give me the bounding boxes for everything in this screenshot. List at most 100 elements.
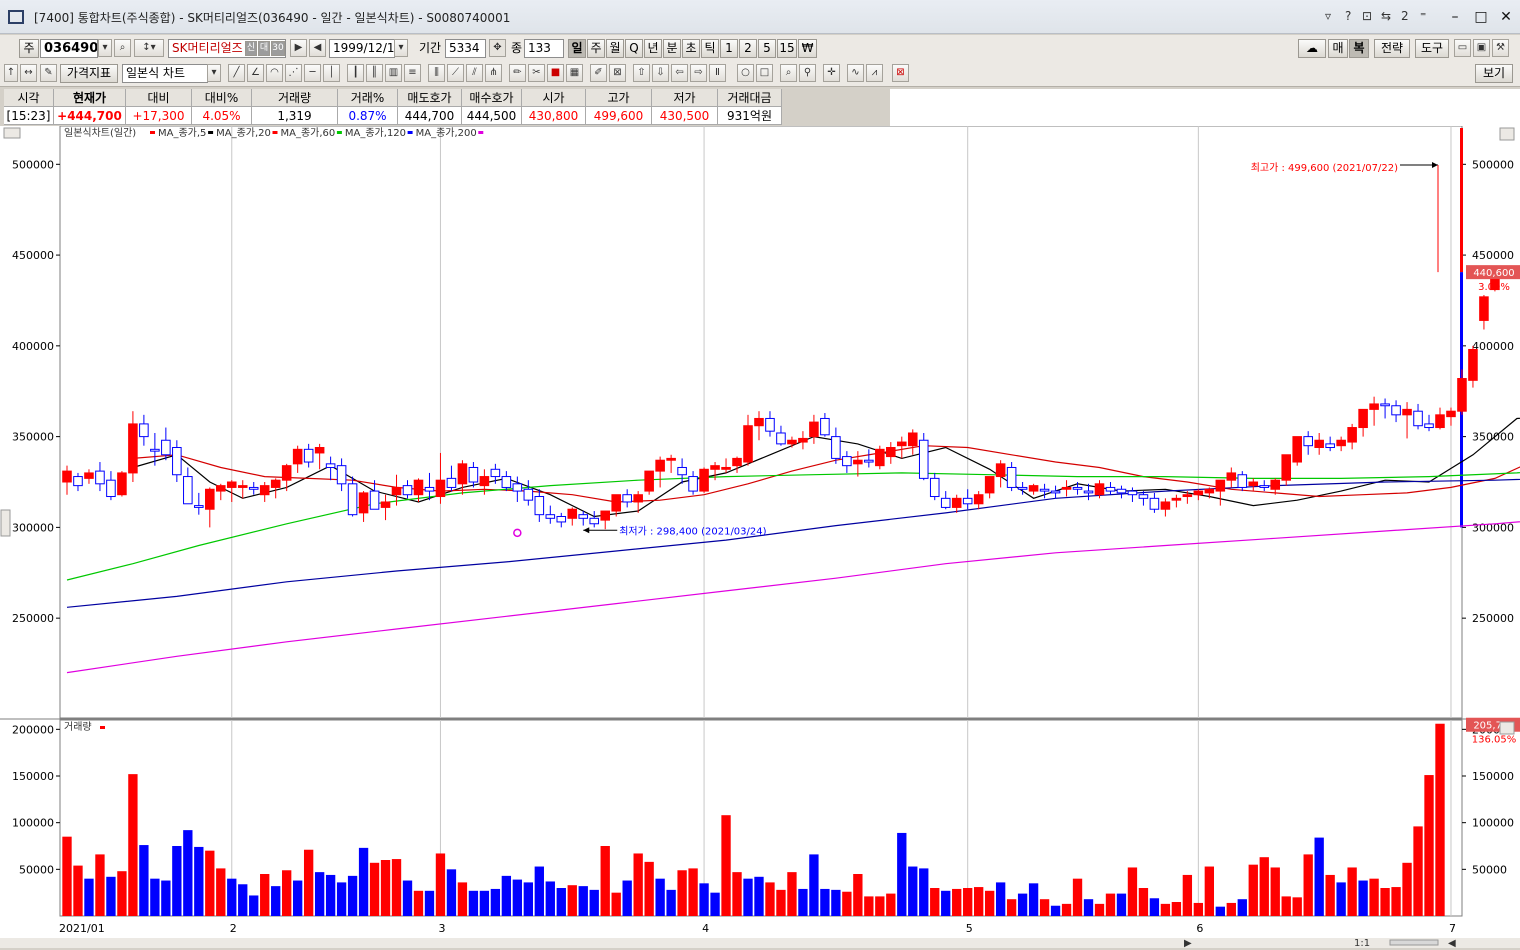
interval-second[interactable]: 초 bbox=[682, 39, 700, 58]
up-arrow-icon[interactable]: ↑ bbox=[4, 64, 18, 82]
fibo-retrace-icon[interactable]: ≡ bbox=[404, 64, 421, 82]
chart-type-select[interactable]: 일본식 차트 bbox=[122, 64, 208, 83]
chart-type-dropdown-icon[interactable]: ▾ bbox=[207, 64, 221, 82]
delete-drawing-icon[interactable]: ⊠ bbox=[609, 64, 626, 82]
move-icon[interactable]: ✥ bbox=[489, 39, 506, 57]
ray-tool-icon[interactable]: ⟋ bbox=[447, 64, 464, 82]
scroll-right-button[interactable]: ▶ bbox=[1184, 938, 1192, 948]
volume-panel-close-button[interactable] bbox=[1499, 721, 1515, 735]
vertical-line-icon[interactable]: │ bbox=[323, 64, 340, 82]
market-select[interactable]: 주 bbox=[19, 39, 39, 58]
pencil-icon[interactable]: ✏ bbox=[509, 64, 526, 82]
volume-bar bbox=[1204, 866, 1215, 916]
interval-tick[interactable]: 틱 bbox=[701, 39, 719, 58]
gann-grid-icon[interactable]: ║ bbox=[366, 64, 383, 82]
interval-15[interactable]: 15 bbox=[777, 39, 797, 58]
magnet-icon[interactable]: ⚲ bbox=[799, 64, 816, 82]
quote-table: 시각 [15:23] 현재가 +444,700 대비 +17,300 대비% 4.05% 거래량… bbox=[4, 89, 890, 126]
table-icon[interactable]: ▦ bbox=[566, 64, 583, 82]
arc-tool-icon[interactable]: ◠ bbox=[266, 64, 283, 82]
interval-2[interactable]: 2 bbox=[739, 39, 757, 58]
rectangle-tool-icon[interactable]: □ bbox=[756, 64, 773, 82]
view-button[interactable]: 보기 bbox=[1475, 64, 1513, 83]
tools-button[interactable]: 도구 bbox=[1415, 39, 1449, 58]
save-icon[interactable]: ▣ bbox=[1473, 39, 1490, 57]
cloud-icon[interactable]: ☁ bbox=[1298, 39, 1326, 58]
interval-quarter[interactable]: Q bbox=[625, 39, 643, 58]
horizontal-arrows-icon[interactable]: ↔ bbox=[20, 64, 37, 82]
interval-won[interactable]: ₩ bbox=[798, 39, 817, 58]
screen-save-icon[interactable]: ⊡ bbox=[1362, 9, 1373, 23]
candle-body bbox=[183, 476, 193, 505]
candle-body bbox=[1204, 488, 1215, 494]
interval-1[interactable]: 1 bbox=[720, 39, 738, 58]
text-tool-icon[interactable]: Ⅱ bbox=[709, 64, 726, 82]
color-picker-icon[interactable]: ■ bbox=[547, 64, 564, 82]
volume-bar bbox=[1138, 888, 1149, 916]
minimize-button[interactable]: – bbox=[1451, 9, 1459, 25]
arrow-left-icon[interactable]: ⇦ bbox=[671, 64, 688, 82]
parallel-lines-icon[interactable]: ⫽ bbox=[466, 64, 483, 82]
wave-tool-icon[interactable]: ∿ bbox=[847, 64, 864, 82]
settings-wrench-icon[interactable]: ⚒ bbox=[1492, 39, 1509, 57]
circle-tool-icon[interactable]: ○ bbox=[737, 64, 754, 82]
title-menu-icon[interactable]: ▿ bbox=[1325, 9, 1332, 23]
volume-bar bbox=[183, 830, 193, 916]
memo-icon[interactable]: ✐ bbox=[590, 64, 607, 82]
close-button[interactable]: ✕ bbox=[1500, 9, 1512, 25]
fan-tool-icon[interactable]: ⋰ bbox=[285, 64, 302, 82]
pin-icon[interactable]: ⁼ bbox=[1420, 9, 1427, 23]
next-stock-icon[interactable]: ▶ bbox=[290, 39, 307, 57]
open-folder-icon[interactable]: ▭ bbox=[1454, 39, 1471, 57]
count-input[interactable]: 133 bbox=[524, 39, 564, 58]
arrow-right-icon[interactable]: ⇨ bbox=[690, 64, 707, 82]
scroll-left-button[interactable]: ◀ bbox=[1448, 938, 1456, 948]
interval-year[interactable]: 년 bbox=[644, 39, 662, 58]
interval-week[interactable]: 주 bbox=[587, 39, 605, 58]
crosshair-icon[interactable]: ✛ bbox=[823, 64, 840, 82]
link-icon[interactable]: ⇆ bbox=[1381, 9, 1392, 23]
fibo-time-icon[interactable]: ▥ bbox=[385, 64, 402, 82]
volume-bar bbox=[1248, 864, 1258, 916]
arrow-up-icon[interactable]: ⇧ bbox=[633, 64, 650, 82]
sort-dropdown-icon[interactable]: ↕▾ bbox=[134, 39, 164, 57]
interval-day[interactable]: 일 bbox=[568, 39, 586, 58]
interval-minute[interactable]: 분 bbox=[663, 39, 681, 58]
search-icon[interactable]: ⌕ bbox=[114, 39, 131, 57]
quote-value-10: 430,500 bbox=[652, 107, 718, 125]
line-tool-icon[interactable]: ╱ bbox=[228, 64, 245, 82]
angle-tool-icon[interactable]: ∠ bbox=[247, 64, 264, 82]
panel-toggle-button[interactable] bbox=[3, 127, 21, 139]
help-icon[interactable]: ? bbox=[1345, 9, 1352, 23]
delete-all-icon[interactable]: ⊠ bbox=[892, 64, 909, 82]
period-input[interactable]: 5334 bbox=[445, 39, 486, 58]
trade-button[interactable]: 매 bbox=[1328, 39, 1348, 58]
code-dropdown-icon[interactable]: ▾ bbox=[98, 39, 112, 57]
zoom-slider[interactable] bbox=[1389, 939, 1439, 946]
arrow-down-icon[interactable]: ⇩ bbox=[652, 64, 669, 82]
zoom-tool-icon[interactable]: ⌕ bbox=[780, 64, 797, 82]
horizontal-line-icon[interactable]: ─ bbox=[304, 64, 321, 82]
maximize-button[interactable]: □ bbox=[1474, 9, 1488, 25]
pattern-tool-icon[interactable]: ⩘ bbox=[866, 64, 883, 82]
price-panel-close-button[interactable] bbox=[1499, 127, 1515, 141]
interval-month[interactable]: 월 bbox=[606, 39, 624, 58]
andrews-pitchfork-icon[interactable]: ⋔ bbox=[485, 64, 502, 82]
edit-icon[interactable]: ✎ bbox=[40, 64, 57, 82]
price-indicator-button[interactable]: 가격지표 bbox=[60, 64, 118, 83]
eraser-icon[interactable]: ✂ bbox=[528, 64, 545, 82]
prev-stock-icon[interactable]: ◀ bbox=[309, 39, 326, 57]
multi-button[interactable]: 복 bbox=[1349, 39, 1369, 58]
strategy-button[interactable]: 전략 bbox=[1374, 39, 1410, 58]
x-tick-label: 6 bbox=[1196, 922, 1203, 935]
link-group-number[interactable]: 2 bbox=[1401, 9, 1409, 23]
cross-line-icon[interactable]: ┃ bbox=[347, 64, 364, 82]
stock-code-input[interactable]: 036490 bbox=[40, 39, 98, 58]
calendar-dropdown-icon[interactable]: ▾ bbox=[394, 39, 408, 57]
trend-channel-icon[interactable]: ⫼ bbox=[428, 64, 445, 82]
left-collapse-button[interactable] bbox=[0, 509, 11, 537]
date-input[interactable]: 1999/12/14 bbox=[329, 39, 395, 58]
candle-body bbox=[1215, 479, 1226, 492]
interval-5[interactable]: 5 bbox=[758, 39, 776, 58]
